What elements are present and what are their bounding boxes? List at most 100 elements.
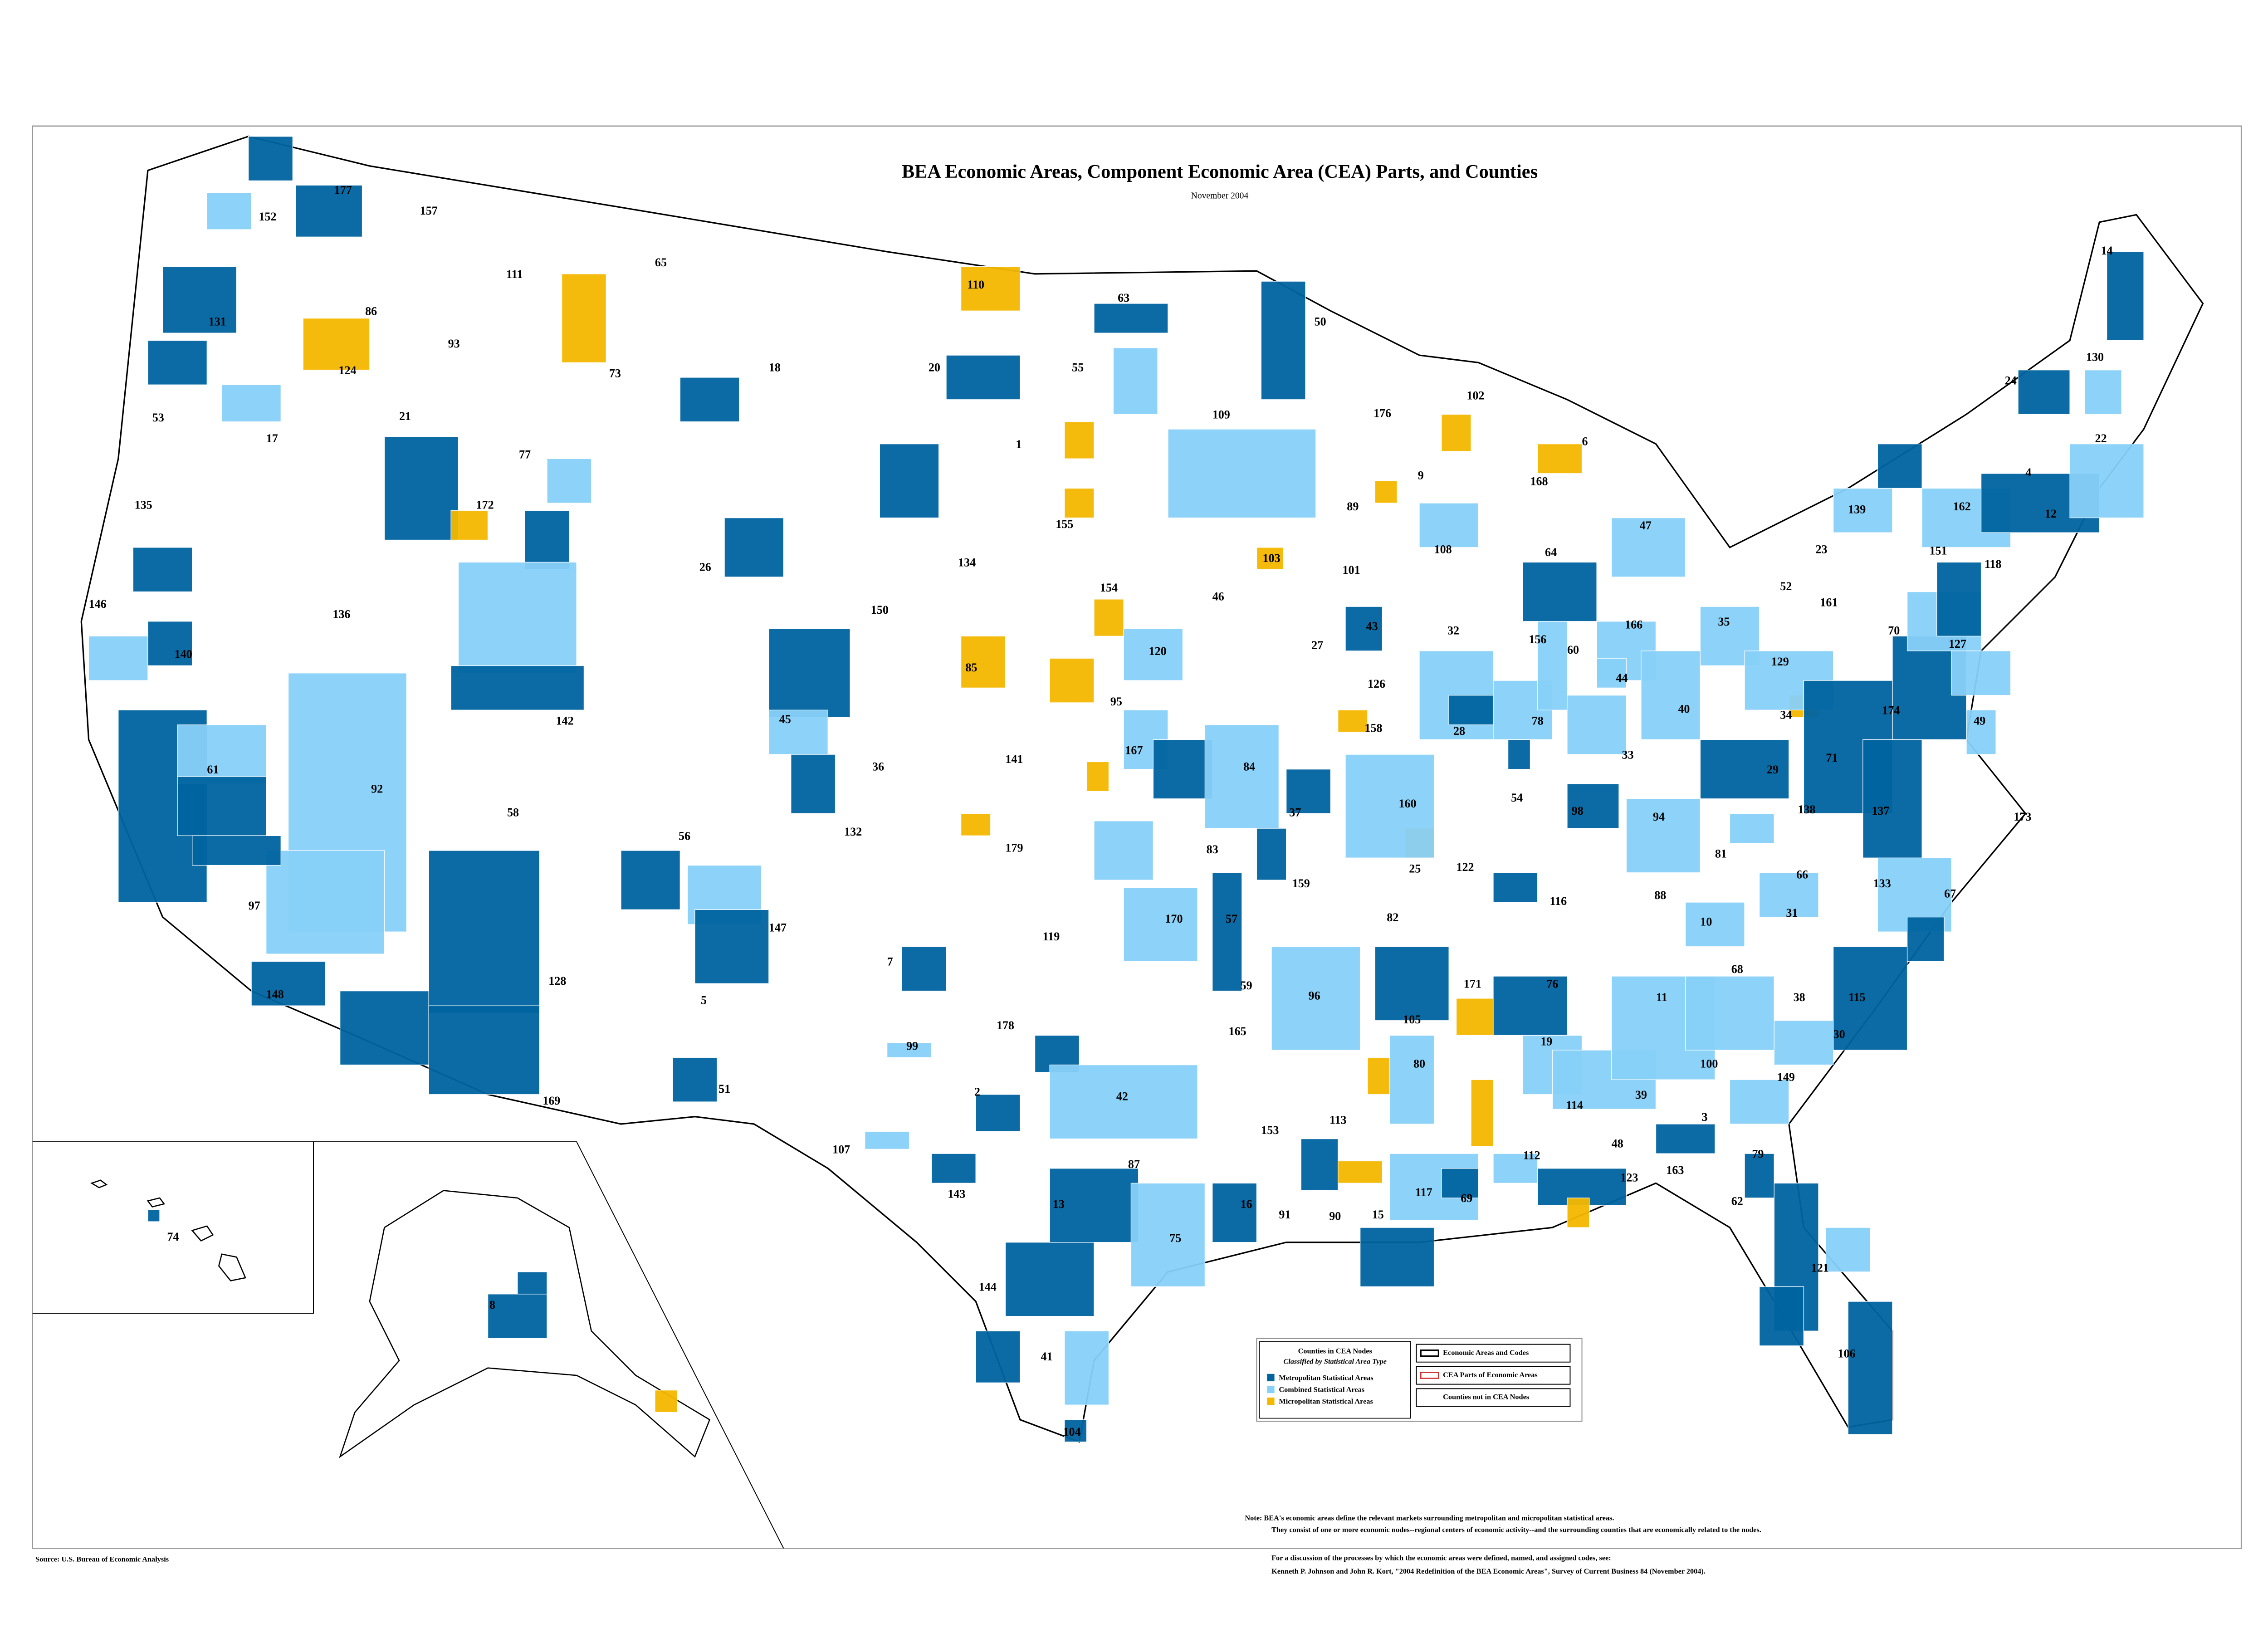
area-code: 178 bbox=[997, 1019, 1014, 1032]
land bbox=[32, 135, 2204, 1549]
area-code: 34 bbox=[1780, 708, 1792, 721]
county-node bbox=[1271, 946, 1361, 1051]
county-node bbox=[458, 562, 577, 674]
legend-swatch bbox=[1420, 1349, 1440, 1357]
legend-box bbox=[1416, 1344, 1571, 1363]
legend: Counties in CEA Nodes Classified by Stat… bbox=[1256, 1338, 1583, 1422]
area-code: 79 bbox=[1752, 1147, 1764, 1160]
county-node bbox=[1759, 872, 1819, 918]
county-node bbox=[1359, 1227, 1435, 1287]
county-node bbox=[1441, 1168, 1479, 1198]
county-node bbox=[1833, 488, 1893, 533]
county-node bbox=[1094, 599, 1124, 637]
area-code: 71 bbox=[1826, 751, 1838, 764]
area-code: 19 bbox=[1540, 1035, 1552, 1048]
area-code: 82 bbox=[1387, 911, 1398, 924]
area-code: 17 bbox=[266, 432, 278, 445]
county-node bbox=[1537, 621, 1568, 710]
area-code: 139 bbox=[1848, 503, 1866, 516]
legend-panel bbox=[1259, 1341, 1411, 1419]
area-code: 80 bbox=[1413, 1057, 1425, 1071]
county-node bbox=[561, 274, 606, 363]
area-code: 32 bbox=[1447, 624, 1459, 637]
area-code: 111 bbox=[506, 268, 523, 281]
area-code: 165 bbox=[1229, 1025, 1246, 1038]
legend-item: CEA Parts of Economic Areas bbox=[1443, 1370, 1538, 1379]
county-node bbox=[946, 355, 1021, 400]
area-code: 156 bbox=[1529, 633, 1546, 646]
area-code: 75 bbox=[1169, 1232, 1181, 1245]
county-node bbox=[1567, 1198, 1590, 1228]
county-node bbox=[1113, 347, 1158, 415]
county-node bbox=[679, 377, 740, 422]
county-node bbox=[1471, 1079, 1494, 1147]
area-code: 29 bbox=[1767, 763, 1779, 776]
area-code: 14 bbox=[2101, 244, 2113, 257]
area-code: 115 bbox=[1848, 991, 1866, 1004]
area-code: 104 bbox=[1063, 1425, 1081, 1438]
area-code: 91 bbox=[1279, 1208, 1290, 1221]
county-node bbox=[1522, 562, 1597, 622]
county-node bbox=[450, 665, 585, 710]
area-code: 159 bbox=[1292, 877, 1310, 890]
county-node bbox=[1345, 606, 1383, 651]
area-code: 31 bbox=[1786, 906, 1798, 919]
county-node bbox=[1212, 1183, 1257, 1243]
county-node bbox=[1064, 488, 1095, 518]
county-node bbox=[1256, 828, 1287, 880]
source: Source: U.S. Bureau of Economic Analysis bbox=[35, 1555, 169, 1564]
county-node bbox=[1774, 1020, 1834, 1066]
county-node bbox=[1441, 414, 1471, 452]
area-code: 99 bbox=[906, 1039, 918, 1052]
area-code: 56 bbox=[679, 830, 690, 843]
county-node bbox=[672, 1057, 718, 1102]
area-code: 121 bbox=[1811, 1261, 1829, 1274]
legend-box bbox=[1416, 1388, 1571, 1407]
area-code: 21 bbox=[399, 410, 411, 423]
county-node bbox=[768, 628, 850, 718]
area-code: 140 bbox=[175, 648, 192, 661]
county-node bbox=[428, 1005, 540, 1095]
area-code: 151 bbox=[1929, 544, 1947, 557]
county-node bbox=[147, 621, 193, 666]
area-code: 7 bbox=[887, 955, 893, 968]
county-node bbox=[177, 724, 267, 784]
area-code: 134 bbox=[958, 556, 976, 569]
area-code: 123 bbox=[1620, 1171, 1638, 1184]
county-node bbox=[251, 961, 326, 1006]
county-node bbox=[768, 709, 828, 755]
inset-frame bbox=[32, 1141, 314, 1314]
area-code: 2 bbox=[974, 1085, 980, 1098]
county-node bbox=[266, 850, 385, 954]
area-code: 81 bbox=[1715, 847, 1727, 861]
area-code: 105 bbox=[1403, 1013, 1421, 1026]
area-code: 49 bbox=[1974, 714, 1985, 727]
area-code: 100 bbox=[1700, 1057, 1718, 1071]
area-code: 126 bbox=[1368, 677, 1385, 690]
area-code: 11 bbox=[1656, 991, 1667, 1004]
area-code: 116 bbox=[1550, 895, 1567, 908]
county-node bbox=[1261, 281, 1306, 400]
note: Note: BEA's economic areas define the re… bbox=[1245, 1513, 1614, 1522]
area-code: 39 bbox=[1635, 1088, 1647, 1101]
area-code: 74 bbox=[167, 1230, 179, 1243]
area-code: 94 bbox=[1653, 810, 1665, 823]
county-node bbox=[886, 1042, 932, 1058]
area-code: 124 bbox=[338, 364, 356, 377]
area-code: 85 bbox=[965, 661, 977, 674]
legend-item: Economic Areas and Codes bbox=[1443, 1348, 1529, 1357]
inset-frame bbox=[313, 1141, 784, 1549]
legend-swatch bbox=[1267, 1374, 1275, 1382]
area-code: 177 bbox=[334, 183, 352, 196]
area-code: 18 bbox=[769, 361, 781, 374]
area-code: 128 bbox=[548, 974, 566, 988]
area-code: 117 bbox=[1415, 1186, 1432, 1199]
county-node bbox=[1123, 628, 1183, 681]
area-code: 66 bbox=[1796, 868, 1808, 881]
county-node bbox=[303, 318, 370, 371]
area-code: 6 bbox=[1582, 435, 1588, 448]
county-node bbox=[1507, 739, 1531, 770]
area-code: 171 bbox=[1464, 978, 1481, 991]
area-code: 127 bbox=[1949, 637, 1966, 650]
area-code: 106 bbox=[1838, 1347, 1855, 1360]
